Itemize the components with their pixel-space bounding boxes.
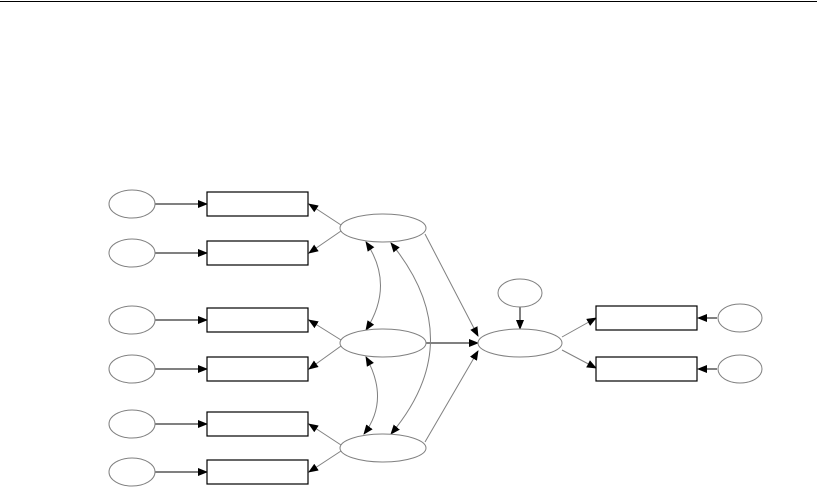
latent-factor-ellipse: [339, 328, 427, 358]
indicator-arrow: [561, 349, 597, 369]
loading-arrow: [308, 203, 342, 226]
covariance-curve: [363, 356, 378, 435]
loading-arrow: [308, 345, 342, 370]
indicator-box: [206, 307, 309, 333]
error-ellipse: [108, 238, 156, 268]
error-ellipse: [717, 354, 763, 384]
error-ellipse: [108, 457, 156, 487]
loading-arrow: [308, 450, 342, 473]
indicator-box: [595, 305, 698, 331]
loading-arrow: [308, 423, 342, 446]
error-ellipse: [108, 354, 156, 384]
latent-factor-ellipse: [339, 433, 427, 463]
path-arrow: [424, 233, 479, 337]
error-ellipse: [717, 303, 763, 333]
loading-arrow: [308, 230, 342, 254]
outcome-latent-ellipse: [477, 328, 563, 358]
error-ellipse: [108, 409, 156, 439]
error-ellipse: [108, 305, 156, 335]
path-arrow: [424, 350, 479, 443]
disturbance-ellipse: [497, 278, 543, 308]
error-ellipse: [108, 189, 156, 219]
indicator-box: [595, 356, 698, 382]
indicator-arrow: [561, 317, 597, 338]
loading-arrow: [308, 319, 342, 341]
covariance-curve: [365, 241, 381, 331]
indicator-box: [206, 240, 309, 266]
covariance-curve: [390, 242, 431, 435]
latent-factor-ellipse: [339, 213, 427, 243]
indicator-box: [206, 459, 309, 485]
indicator-box: [206, 411, 309, 437]
indicator-box: [206, 356, 309, 382]
indicator-box: [206, 191, 309, 217]
